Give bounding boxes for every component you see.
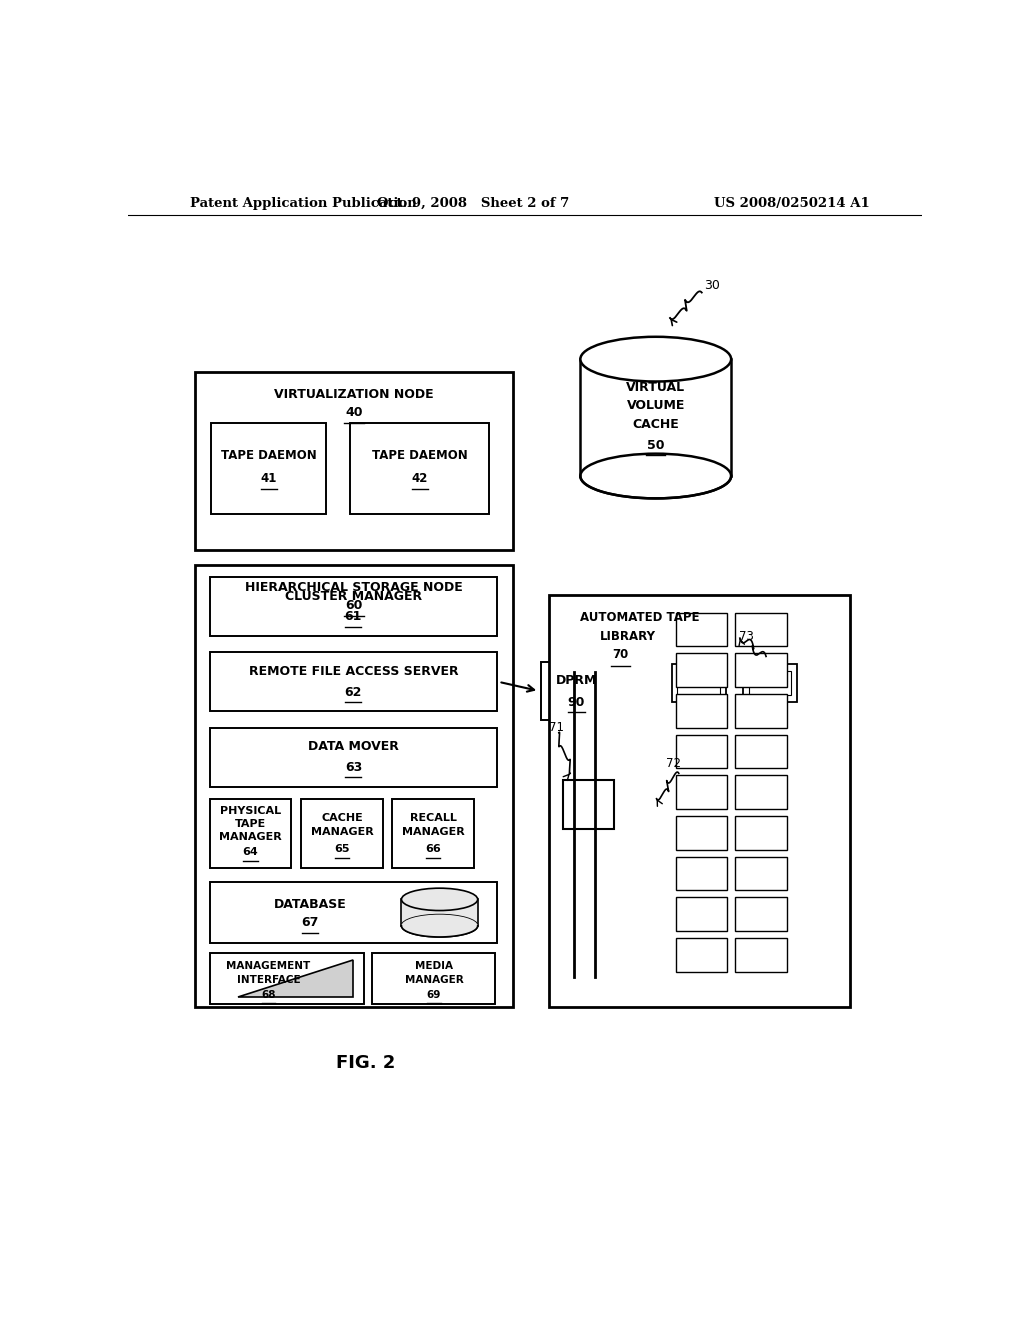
Bar: [735, 816, 786, 850]
Text: INTERFACE: INTERFACE: [237, 974, 300, 985]
Bar: [211, 422, 327, 515]
Text: TAPE: TAPE: [234, 820, 266, 829]
Bar: [210, 799, 292, 867]
Text: MEDIA: MEDIA: [415, 961, 453, 972]
Bar: [301, 799, 383, 867]
Text: AUTOMATED TAPE: AUTOMATED TAPE: [581, 611, 699, 624]
Text: 90: 90: [567, 696, 585, 709]
Text: 60: 60: [345, 599, 362, 612]
Bar: [392, 799, 474, 867]
Text: PHYSICAL: PHYSICAL: [220, 807, 282, 816]
Text: 70: 70: [612, 648, 628, 661]
Ellipse shape: [581, 337, 731, 381]
Text: Oct. 9, 2008   Sheet 2 of 7: Oct. 9, 2008 Sheet 2 of 7: [377, 197, 569, 210]
Text: 42: 42: [412, 473, 428, 484]
Bar: [210, 727, 497, 787]
Bar: [735, 612, 786, 647]
Bar: [676, 775, 727, 809]
Text: MANAGER: MANAGER: [310, 828, 374, 837]
Bar: [676, 612, 727, 647]
Text: MANAGER: MANAGER: [401, 828, 465, 837]
Text: TAPE DAEMON: TAPE DAEMON: [221, 449, 316, 462]
Ellipse shape: [401, 915, 477, 937]
Text: DPRM: DPRM: [556, 675, 597, 688]
Text: 66: 66: [425, 843, 441, 854]
Bar: [735, 735, 786, 768]
Bar: [735, 694, 786, 727]
Text: VIRTUAL: VIRTUAL: [627, 380, 685, 393]
Bar: [676, 857, 727, 890]
Ellipse shape: [401, 888, 477, 911]
Text: FIG. 2: FIG. 2: [337, 1053, 395, 1072]
Text: DATABASE: DATABASE: [273, 898, 347, 911]
Text: MANAGEMENT: MANAGEMENT: [226, 961, 310, 972]
Text: TAPE DAEMON: TAPE DAEMON: [372, 449, 468, 462]
Bar: [210, 652, 497, 711]
Bar: [735, 653, 786, 686]
Text: HIERARCHICAL STORAGE NODE: HIERARCHICAL STORAGE NODE: [246, 581, 463, 594]
Text: 65: 65: [334, 843, 349, 854]
Text: Patent Application Publication: Patent Application Publication: [189, 197, 417, 210]
Text: LIBRARY: LIBRARY: [600, 630, 656, 643]
Bar: [676, 694, 727, 727]
Text: 73: 73: [739, 630, 754, 643]
Bar: [541, 661, 612, 721]
Text: DATA MOVER: DATA MOVER: [308, 741, 398, 754]
Text: 30: 30: [705, 279, 720, 292]
Bar: [749, 671, 792, 696]
Text: CACHE: CACHE: [633, 418, 679, 432]
Text: 64: 64: [243, 846, 258, 857]
Bar: [196, 565, 513, 1007]
Bar: [373, 953, 496, 1005]
Bar: [210, 953, 365, 1005]
Bar: [676, 735, 727, 768]
Text: MANAGER: MANAGER: [219, 833, 282, 842]
Text: 41: 41: [261, 473, 278, 484]
Text: 50: 50: [647, 438, 665, 451]
Bar: [563, 780, 614, 829]
Text: CLUSTER MANAGER: CLUSTER MANAGER: [285, 590, 422, 603]
Ellipse shape: [401, 915, 477, 937]
Text: VOLUME: VOLUME: [627, 399, 685, 412]
Text: 67: 67: [302, 916, 319, 929]
Bar: [677, 671, 720, 696]
Text: RECALL: RECALL: [410, 813, 457, 824]
Bar: [196, 372, 513, 549]
Bar: [676, 939, 727, 972]
Text: 69: 69: [427, 990, 441, 999]
Bar: [210, 882, 497, 942]
Bar: [676, 898, 727, 931]
Text: 72: 72: [666, 756, 681, 770]
Text: 61: 61: [345, 610, 362, 623]
Bar: [743, 664, 797, 702]
Text: MANAGER: MANAGER: [404, 974, 463, 985]
Text: 68: 68: [261, 990, 275, 999]
Text: US 2008/0250214 A1: US 2008/0250214 A1: [715, 197, 870, 210]
Bar: [676, 653, 727, 686]
Bar: [735, 939, 786, 972]
Bar: [350, 422, 489, 515]
Bar: [735, 857, 786, 890]
Bar: [401, 899, 477, 925]
Text: 63: 63: [345, 760, 362, 774]
Bar: [581, 359, 731, 477]
Bar: [672, 664, 726, 702]
Text: 62: 62: [345, 685, 362, 698]
Text: 40: 40: [345, 407, 362, 418]
Polygon shape: [238, 961, 352, 997]
Text: REMOTE FILE ACCESS SERVER: REMOTE FILE ACCESS SERVER: [249, 665, 458, 678]
Text: CACHE: CACHE: [321, 813, 362, 824]
Ellipse shape: [581, 454, 731, 499]
Text: 71: 71: [549, 721, 563, 734]
Bar: [549, 595, 850, 1007]
Bar: [676, 816, 727, 850]
Bar: [735, 775, 786, 809]
Bar: [735, 898, 786, 931]
Bar: [210, 577, 497, 636]
Text: VIRTUALIZATION NODE: VIRTUALIZATION NODE: [274, 388, 434, 401]
